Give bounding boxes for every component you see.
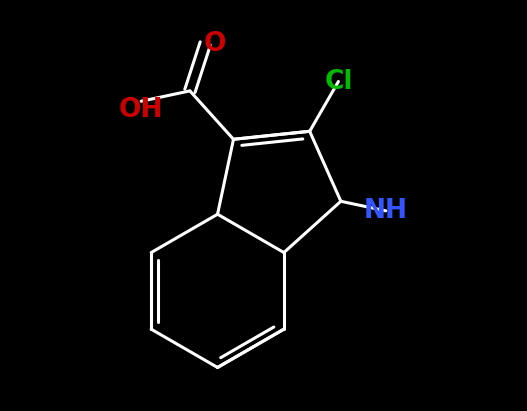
Text: OH: OH [119, 97, 163, 123]
Text: O: O [203, 30, 226, 57]
Text: NH: NH [364, 198, 408, 224]
Text: Cl: Cl [324, 69, 353, 95]
